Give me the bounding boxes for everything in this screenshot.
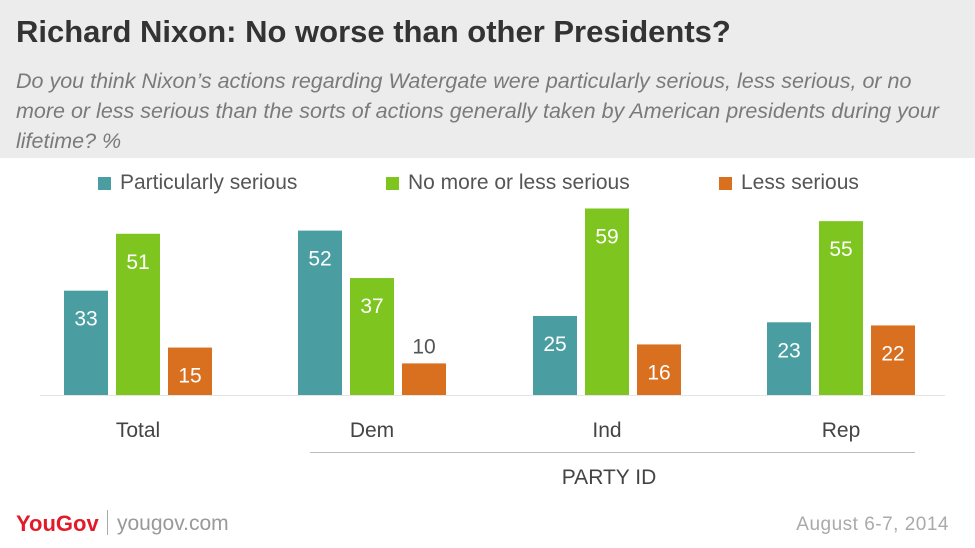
bar-ind-particularly-serious xyxy=(533,315,577,395)
data-label-ind-particularly-serious: 25 xyxy=(543,333,566,356)
legend-item-no-more-or-less-serious: No more or less serious xyxy=(386,168,630,198)
category-label-dem: Dem xyxy=(350,419,394,442)
bar-ind-less-serious xyxy=(637,344,681,395)
bar-rep-less-serious xyxy=(871,325,915,395)
bar-dem-particularly-serious xyxy=(298,230,342,395)
bar-total-particularly-serious xyxy=(64,290,108,395)
data-label-ind-no-more-or-less-serious: 59 xyxy=(595,225,618,248)
bar-ind-no-more-or-less-serious xyxy=(585,208,629,395)
footer-site[interactable]: yougov.com xyxy=(117,512,229,535)
bar-rep-no-more-or-less-serious xyxy=(819,221,863,395)
data-label-total-no-more-or-less-serious: 51 xyxy=(126,251,149,274)
bar-dem-no-more-or-less-serious xyxy=(350,278,394,395)
legend-swatch-no-more-or-less-serious xyxy=(386,176,399,190)
bar-dem-less-serious xyxy=(402,363,446,395)
category-label-total: Total xyxy=(116,419,160,442)
data-label-ind-less-serious: 16 xyxy=(647,361,670,384)
data-label-total-particularly-serious: 33 xyxy=(74,308,97,331)
data-label-rep-no-more-or-less-serious: 55 xyxy=(829,238,852,261)
chart-header: Richard Nixon: No worse than other Presi… xyxy=(0,0,975,158)
legend-swatch-less-serious xyxy=(719,176,732,190)
legend-label-no-more-or-less-serious: No more or less serious xyxy=(408,171,630,194)
bar-rep-particularly-serious xyxy=(767,322,811,395)
category-label-rep: Rep xyxy=(822,419,861,442)
group-label-party-id: PARTY ID xyxy=(562,466,657,489)
data-label-rep-particularly-serious: 23 xyxy=(777,339,800,362)
legend-swatch-particularly-serious xyxy=(98,176,111,190)
data-label-dem-no-more-or-less-serious: 37 xyxy=(360,295,383,318)
data-label-rep-less-serious: 22 xyxy=(881,342,904,365)
chart-title: Richard Nixon: No worse than other Presi… xyxy=(16,14,731,49)
category-label-ind: Ind xyxy=(592,419,621,442)
data-label-dem-particularly-serious: 52 xyxy=(308,248,331,271)
bar-total-less-serious xyxy=(168,347,212,395)
legend: Particularly serious No more or less ser… xyxy=(0,168,975,198)
bar-total-no-more-or-less-serious xyxy=(116,233,160,395)
data-label-dem-less-serious: 10 xyxy=(412,335,435,358)
legend-item-particularly-serious: Particularly serious xyxy=(98,168,297,198)
footer-divider xyxy=(107,510,108,535)
legend-item-less-serious: Less serious xyxy=(719,168,859,198)
data-label-total-less-serious: 15 xyxy=(178,365,201,388)
legend-label-particularly-serious: Particularly serious xyxy=(120,171,298,194)
legend-label-less-serious: Less serious xyxy=(741,171,859,194)
yougov-logo: YouGov xyxy=(16,511,99,536)
chart-subtitle: Do you think Nixon’s actions regarding W… xyxy=(16,69,939,153)
footer-date: August 6-7, 2014 xyxy=(796,514,949,535)
